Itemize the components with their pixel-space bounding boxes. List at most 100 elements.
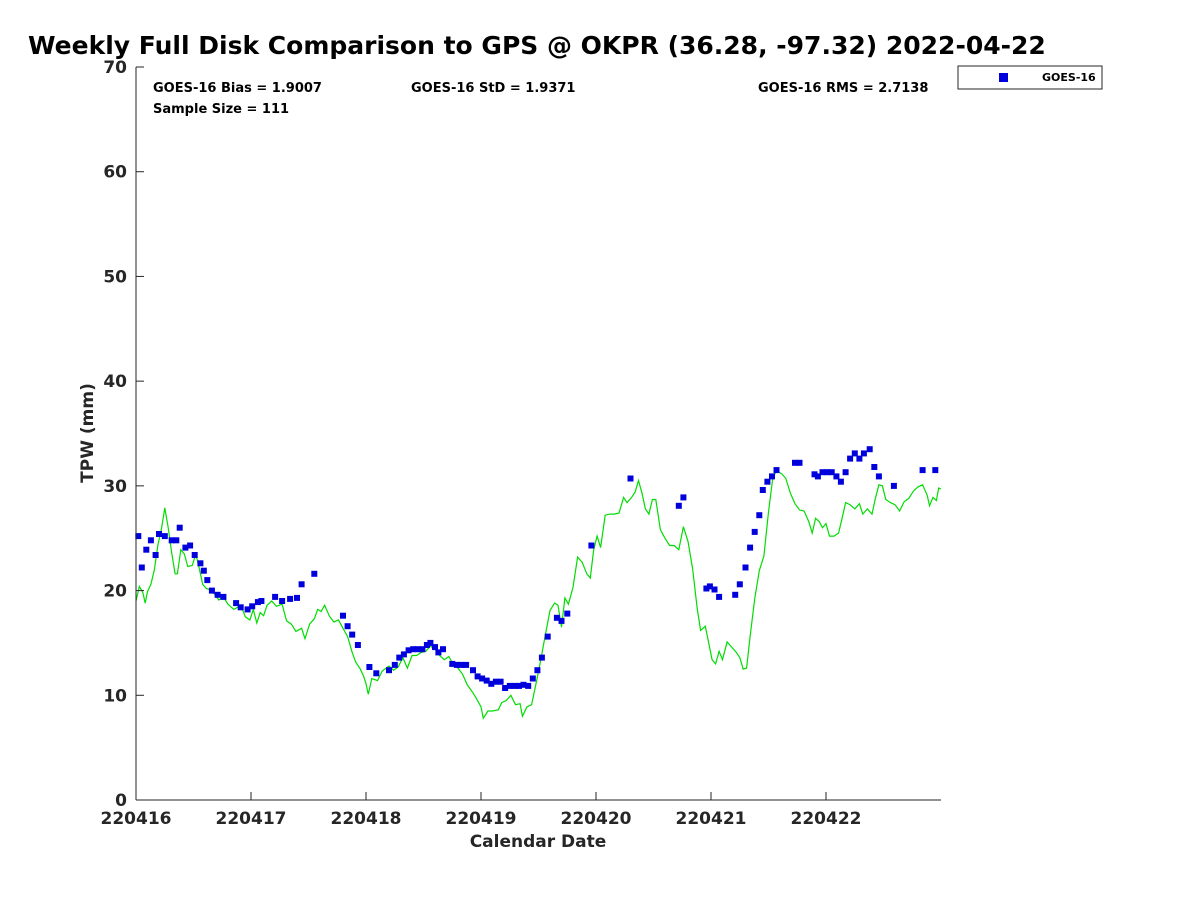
goes16-data-point: [544, 633, 551, 640]
goes16-data-point: [819, 469, 826, 476]
y-tick-label: 30: [103, 477, 127, 497]
goes16-data-point: [792, 459, 798, 466]
goes16-data-point: [298, 581, 305, 588]
goes16-data-point: [516, 682, 522, 689]
goes16-data-point: [534, 667, 541, 674]
goes16-data-point: [828, 469, 835, 476]
goes-point-layer: [135, 446, 939, 691]
goes16-data-point: [483, 677, 490, 684]
goes16-data-point: [244, 606, 251, 613]
goes16-data-point: [932, 467, 939, 474]
goes16-data-point: [764, 478, 771, 485]
std-stat: GOES-16 StD = 1.9371: [411, 81, 575, 96]
goes16-data-point: [564, 610, 571, 617]
goes16-data-point: [354, 642, 361, 648]
goes16-data-point: [220, 593, 227, 600]
goes16-data-point: [386, 667, 392, 674]
y-tick-label: 10: [103, 686, 127, 706]
goes16-data-point: [176, 524, 183, 531]
y-tick-label: 40: [103, 372, 127, 392]
goes16-data-point: [814, 473, 821, 480]
goes16-data-point: [214, 591, 221, 598]
goes16-data-point: [272, 593, 279, 600]
y-tick-label: 20: [103, 582, 127, 602]
goes16-data-point: [366, 664, 373, 670]
goes16-data-point: [400, 651, 407, 658]
goes16-data-point: [287, 595, 294, 602]
goes16-data-point: [747, 544, 754, 551]
x-tick-label: 220421: [676, 809, 747, 829]
goes16-data-point: [773, 467, 780, 474]
goes16-data-point: [254, 599, 261, 606]
goes16-data-point: [197, 560, 204, 567]
goes16-data-point: [736, 581, 743, 588]
goes16-data-point: [391, 661, 398, 668]
goes16-data-point: [173, 537, 180, 544]
goes16-data-point: [675, 502, 682, 509]
goes16-data-point: [138, 564, 145, 571]
goes16-data-point: [182, 544, 189, 551]
goes16-data-point: [769, 473, 775, 480]
goes16-data-point: [432, 644, 438, 651]
goes16-data-point: [506, 682, 513, 689]
goes16-data-point: [191, 552, 198, 558]
x-tick-label: 220422: [791, 809, 862, 829]
goes16-data-point: [847, 455, 854, 462]
goes16-data-point: [497, 678, 504, 685]
goes16-data-point: [168, 537, 175, 544]
goes16-data-point: [553, 614, 560, 621]
goes16-data-point: [161, 533, 168, 540]
goes16-data-point: [135, 533, 142, 540]
plot-area: 0 10 20 30 40 50 60 70 220416 220417 220418 220419…: [101, 58, 942, 829]
goes16-data-point: [340, 612, 346, 619]
goes16-data-point: [187, 542, 194, 549]
y-tick-label: 50: [103, 267, 127, 287]
goes16-data-point: [842, 469, 849, 476]
goes16-data-point: [349, 631, 356, 638]
goes16-data-point: [488, 680, 495, 687]
goes16-data-point: [258, 598, 265, 604]
goes16-data-point: [680, 494, 687, 501]
goes16-data-point: [732, 591, 739, 598]
goes16-data-point: [706, 583, 713, 590]
goes16-data-point: [756, 512, 763, 519]
goes16-data-point: [492, 678, 499, 685]
goes16-data-point: [866, 446, 873, 453]
goes16-data-point: [396, 654, 403, 661]
goes16-data-point: [204, 577, 211, 584]
goes16-data-point: [525, 682, 532, 689]
bias-stat: GOES-16 Bias = 1.9007: [153, 81, 322, 96]
y-tick-label: 70: [103, 58, 127, 78]
goes16-data-point: [435, 649, 442, 656]
goes16-data-point: [511, 682, 518, 689]
goes16-data-point: [588, 542, 595, 549]
chart-title: Weekly Full Disk Comparison to GPS @ OKP…: [28, 31, 1046, 60]
goes16-data-point: [711, 586, 718, 593]
goes16-data-point: [410, 646, 417, 653]
goes16-data-point: [249, 603, 256, 610]
goes16-data-point: [811, 471, 818, 478]
x-axis-label: Calendar Date: [470, 832, 607, 852]
goes16-data-point: [716, 593, 723, 600]
goes16-data-point: [208, 587, 215, 594]
goes16-data-point: [851, 450, 858, 457]
goes16-data-point: [703, 585, 710, 592]
x-axis-ticks: 220416 220417 220418 220419 220420 220421 2204…: [101, 792, 862, 829]
y-axis-label: TPW (mm): [78, 383, 98, 483]
goes16-data-point: [479, 675, 486, 682]
sample-size-stat: Sample Size = 111: [153, 102, 289, 117]
x-tick-label: 220419: [446, 809, 517, 829]
goes16-data-point: [890, 482, 897, 489]
goes16-data-point: [419, 646, 426, 653]
goes16-data-point: [373, 670, 380, 677]
goes16-data-point: [751, 528, 758, 535]
goes16-data-point: [311, 570, 318, 577]
goes16-data-point: [529, 675, 536, 682]
goes16-data-point: [200, 567, 207, 574]
goes16-data-point: [833, 473, 840, 480]
goes16-data-point: [237, 604, 244, 611]
x-tick-label: 220417: [216, 809, 287, 829]
goes16-data-point: [147, 537, 154, 544]
legend-marker-square: [999, 73, 1008, 82]
